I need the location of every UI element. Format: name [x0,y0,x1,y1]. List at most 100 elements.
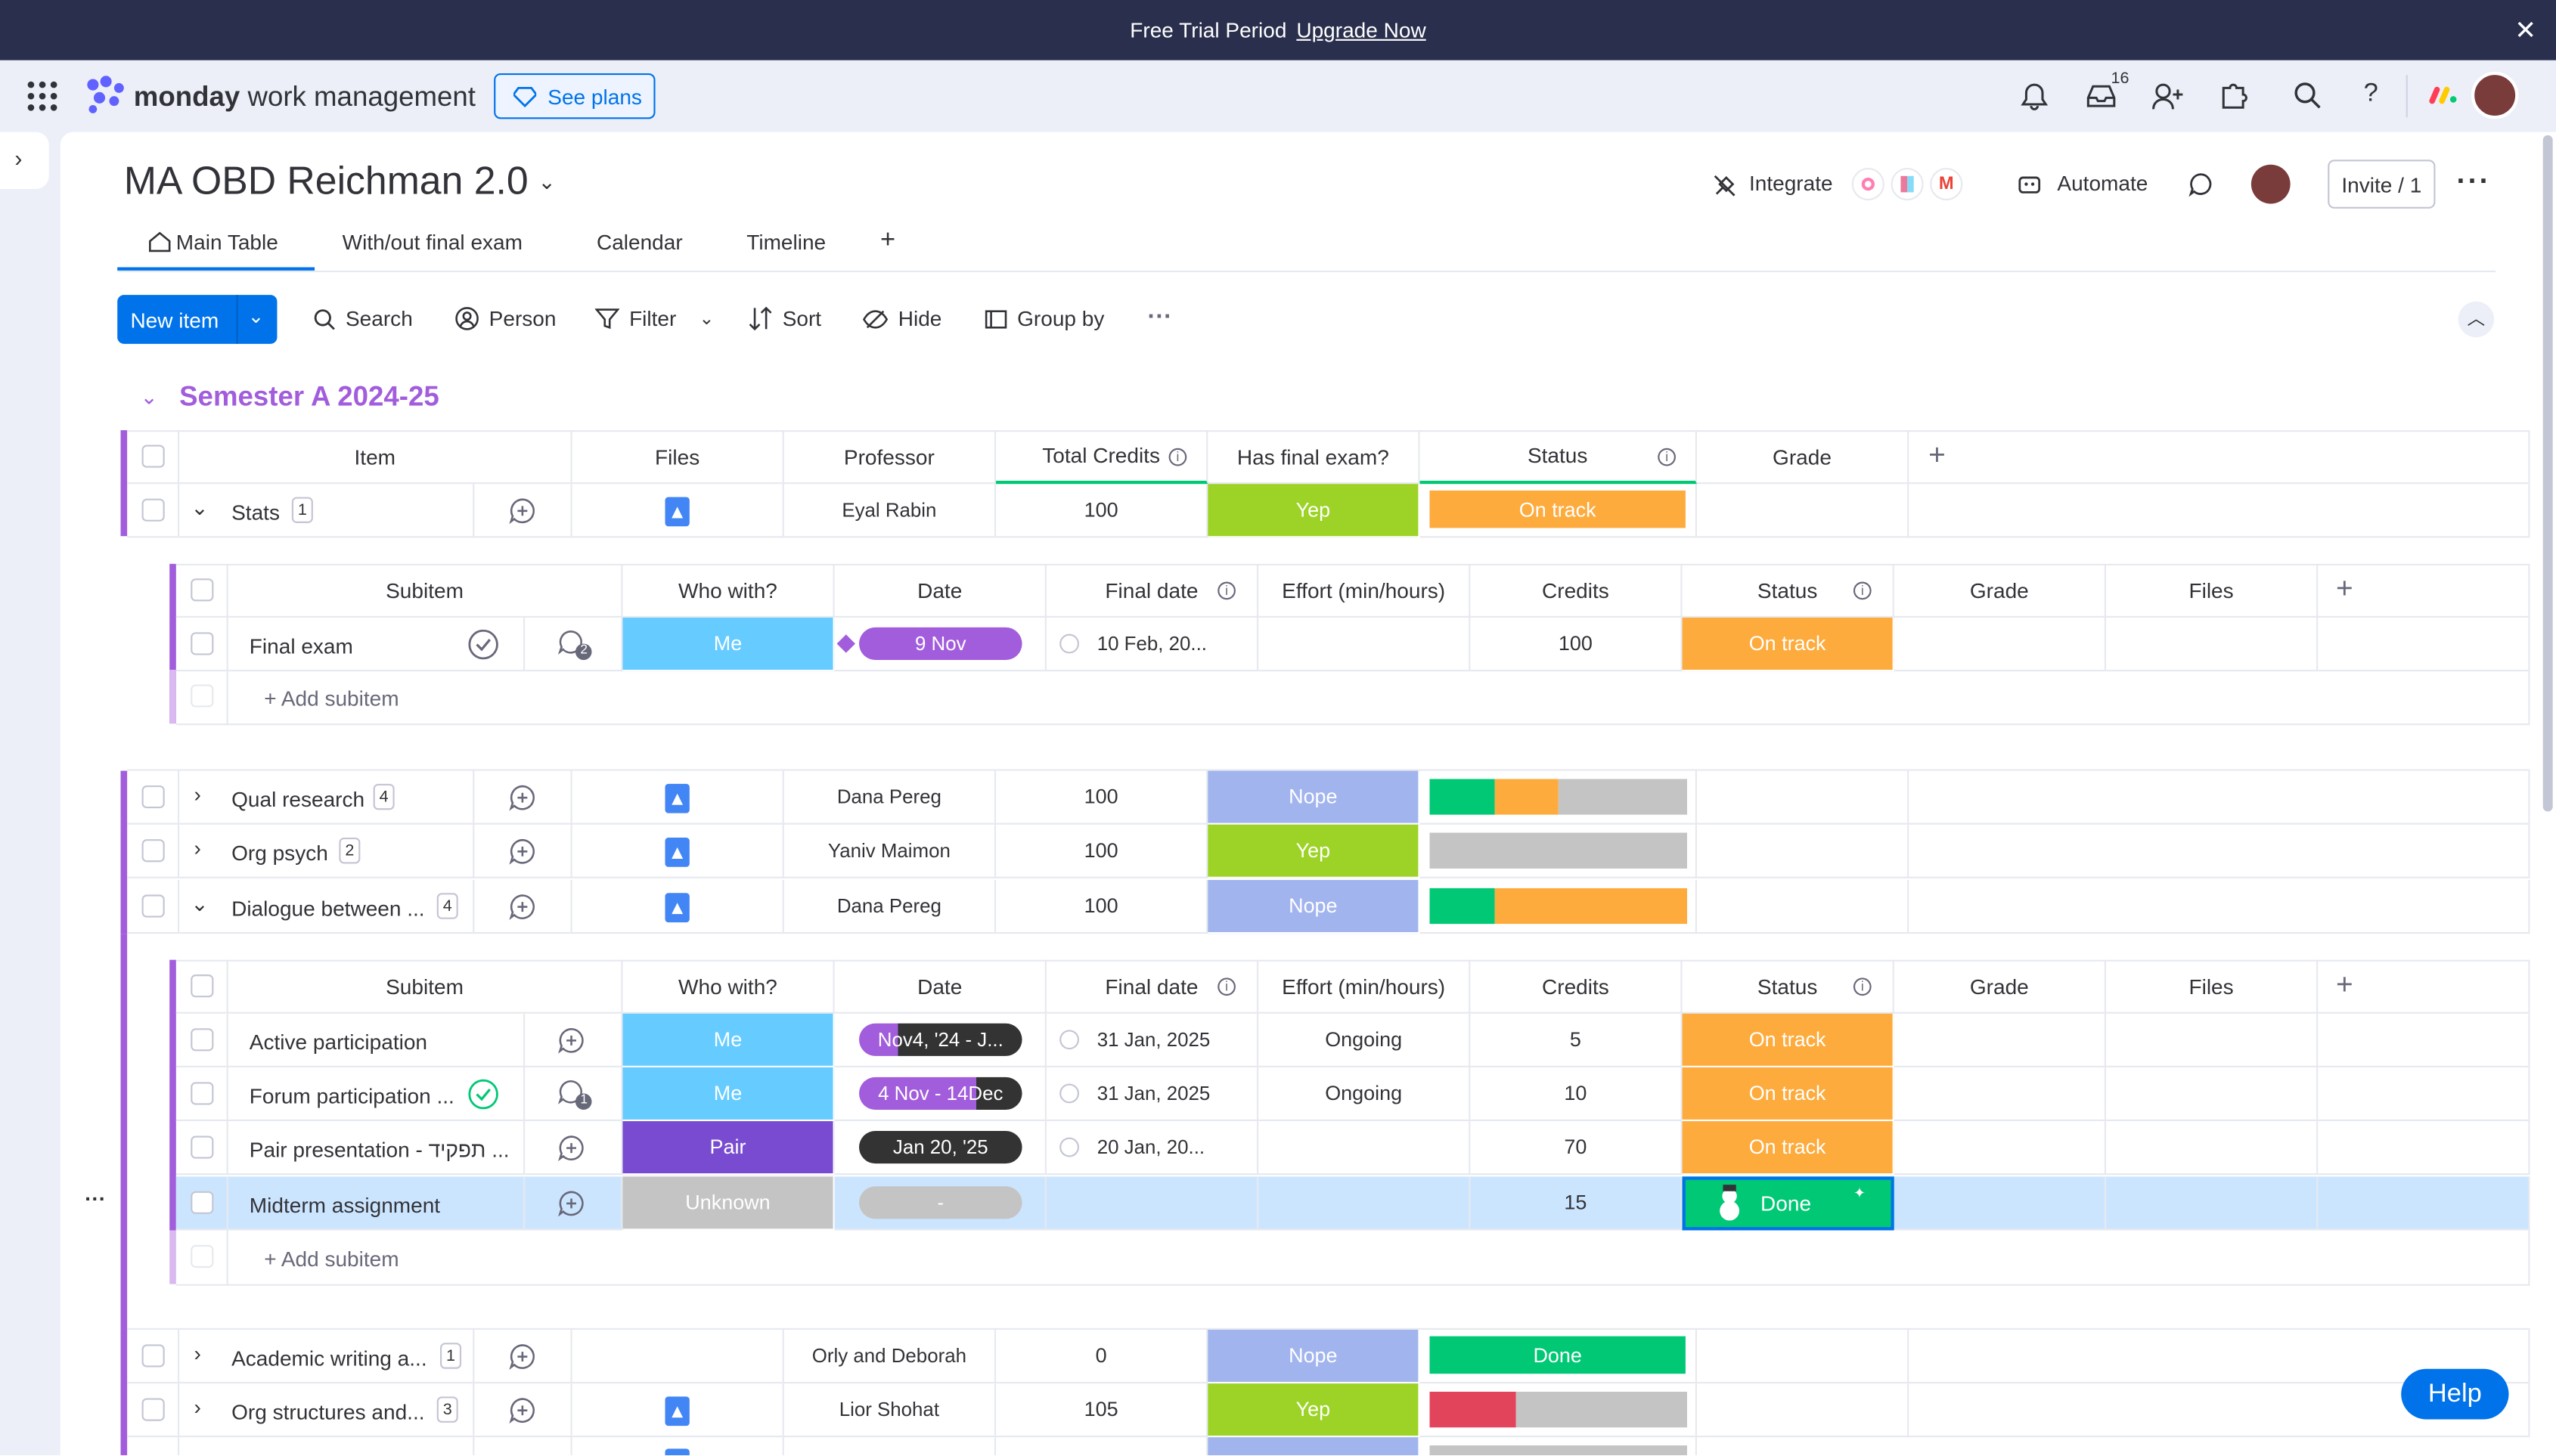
status-progress-bar[interactable] [1429,888,1688,925]
filter-button[interactable]: Filter ⌄ [594,306,715,331]
subitem-name[interactable]: Forum participation ... [249,1083,454,1108]
subitem-files-cell[interactable] [2106,1176,2319,1231]
info-icon[interactable]: i [1218,581,1236,600]
scrollbar[interactable] [2542,135,2553,812]
automate-button[interactable]: Automate [2057,171,2148,196]
credits-cell[interactable]: 70 [1470,1121,1683,1176]
bell-icon[interactable] [2020,82,2049,111]
files-cell[interactable] [572,1383,784,1438]
hide-button[interactable]: Hide [862,306,941,331]
empty-cell[interactable] [2318,1013,2530,1067]
subitem-files-cell[interactable] [2106,617,2319,672]
final-date-radio-icon[interactable] [1059,1030,1080,1050]
item-name-cell[interactable] [179,1437,475,1455]
col-total-credits[interactable]: Total Credits [996,430,1208,485]
row-checkbox[interactable] [141,1344,165,1368]
grade-cell[interactable] [1696,880,1909,934]
subitem-count-badge[interactable]: 1 [291,497,313,523]
board-title[interactable]: MA OBD Reichman 2.0 [123,160,529,204]
col-effort[interactable]: Effort (min/hours) [1258,959,1471,1014]
item-name-cell[interactable] [179,1383,475,1438]
subitem-grade-cell[interactable] [1894,1121,2107,1176]
item-name-cell[interactable] [179,1329,475,1384]
col-subitem[interactable]: Subitem [228,563,623,618]
subitem-name-cell[interactable] [228,1013,526,1067]
subitem-name[interactable]: Final exam [249,634,353,658]
col-date[interactable]: Date [834,563,1047,618]
empty-cell[interactable] [1909,880,2530,934]
sort-button[interactable]: Sort [748,306,821,331]
final-date-cell[interactable] [1046,1013,1259,1067]
date-pill[interactable]: - [859,1186,1022,1219]
add-update-icon[interactable] [557,1134,585,1162]
tab-without-final-exam[interactable]: With/out final exam [342,229,523,255]
subitem-checkbox[interactable] [191,1135,214,1159]
google-doc-icon[interactable] [665,1448,690,1455]
total-credits-cell[interactable]: 105 [996,1383,1208,1438]
row-checkbox[interactable] [141,1398,165,1421]
select-all-subitems-checkbox[interactable] [191,974,214,998]
sub-header-checkbox-cell[interactable] [175,563,228,618]
subitem-files-cell[interactable] [2106,1121,2319,1176]
help-button[interactable]: Help [2401,1368,2509,1420]
empty-cell[interactable] [2318,1176,2530,1231]
empty-cell[interactable] [1909,1383,2530,1438]
add-update-icon[interactable] [509,1396,537,1424]
person-filter-button[interactable]: Person [454,306,557,331]
row-checkbox-cell[interactable] [127,880,180,934]
col-date[interactable]: Date [834,959,1047,1014]
has-final-exam-cell[interactable]: Nope [1208,880,1420,934]
final-date-cell[interactable] [1046,1176,1259,1231]
who-with-cell[interactable]: Me [622,1067,835,1122]
date-cell[interactable] [834,1013,1047,1067]
row-checkbox[interactable] [141,839,165,863]
invite-button[interactable]: Invite / 1 [2328,160,2436,209]
subitem-name[interactable]: Midterm assignment [249,1192,441,1218]
chevron-down-icon[interactable]: ⌄ [191,495,209,520]
grade-cell[interactable] [1696,484,1909,538]
updates-cell[interactable] [474,1383,572,1438]
has-final-exam-cell[interactable]: Yep [1208,824,1420,878]
status-cell[interactable] [1420,1437,1697,1455]
col-item[interactable]: Item [179,430,572,485]
subitem-checkbox[interactable] [191,632,214,655]
col-status[interactable]: Status [1682,563,1894,618]
chevron-down-icon[interactable]: ⌄ [538,169,556,194]
add-subitem-checkbox-cell[interactable] [175,1230,228,1286]
effort-cell[interactable] [1258,1176,1471,1231]
subitem-count-badge[interactable]: 4 [436,893,458,919]
subitem-name-cell[interactable] [228,1067,526,1122]
col-credits[interactable]: Credits [1470,959,1683,1014]
sub-header-checkbox-cell[interactable] [175,959,228,1014]
subitem-name[interactable]: Pair presentation - תפקיד ... [249,1137,510,1162]
item-name[interactable]: Org structures and... [231,1399,425,1425]
select-all-subitems-checkbox[interactable] [191,578,214,602]
empty-cell[interactable] [2318,617,2530,672]
effort-cell[interactable] [1258,617,1471,672]
effort-cell[interactable]: Ongoing [1258,1067,1471,1122]
tab-calendar[interactable]: Calendar [596,229,683,255]
grade-cell[interactable] [1696,770,1909,825]
info-icon[interactable]: i [1218,977,1236,996]
professor-cell[interactable] [784,1437,997,1455]
subitem-grade-cell[interactable] [1894,1067,2107,1122]
subitem-checkbox-cell[interactable] [175,1013,228,1067]
add-update-icon[interactable] [509,838,537,866]
empty-cell[interactable] [2318,1121,2530,1176]
subitem-files-cell[interactable] [2106,1013,2319,1067]
final-date-radio-icon[interactable] [1059,1083,1080,1104]
see-plans-button[interactable]: See plans [494,73,656,119]
subitem-updates-cell[interactable] [525,1067,623,1122]
add-update-icon[interactable] [509,893,537,921]
subitem-updates-cell[interactable] [525,1121,623,1176]
subitem-name[interactable]: Active participation [249,1030,428,1055]
grade-cell[interactable] [1696,824,1909,878]
total-credits-cell[interactable]: 100 [996,770,1208,825]
item-name[interactable]: Academic writing a... [231,1346,427,1371]
item-name[interactable]: Org psych [231,841,328,866]
total-credits-cell[interactable]: 100 [996,880,1208,934]
upgrade-link[interactable]: Upgrade Now [1296,17,1426,43]
chevron-down-icon[interactable]: ⌄ [699,309,715,330]
col-effort[interactable]: Effort (min/hours) [1258,563,1471,618]
empty-cell[interactable] [1909,824,2530,878]
